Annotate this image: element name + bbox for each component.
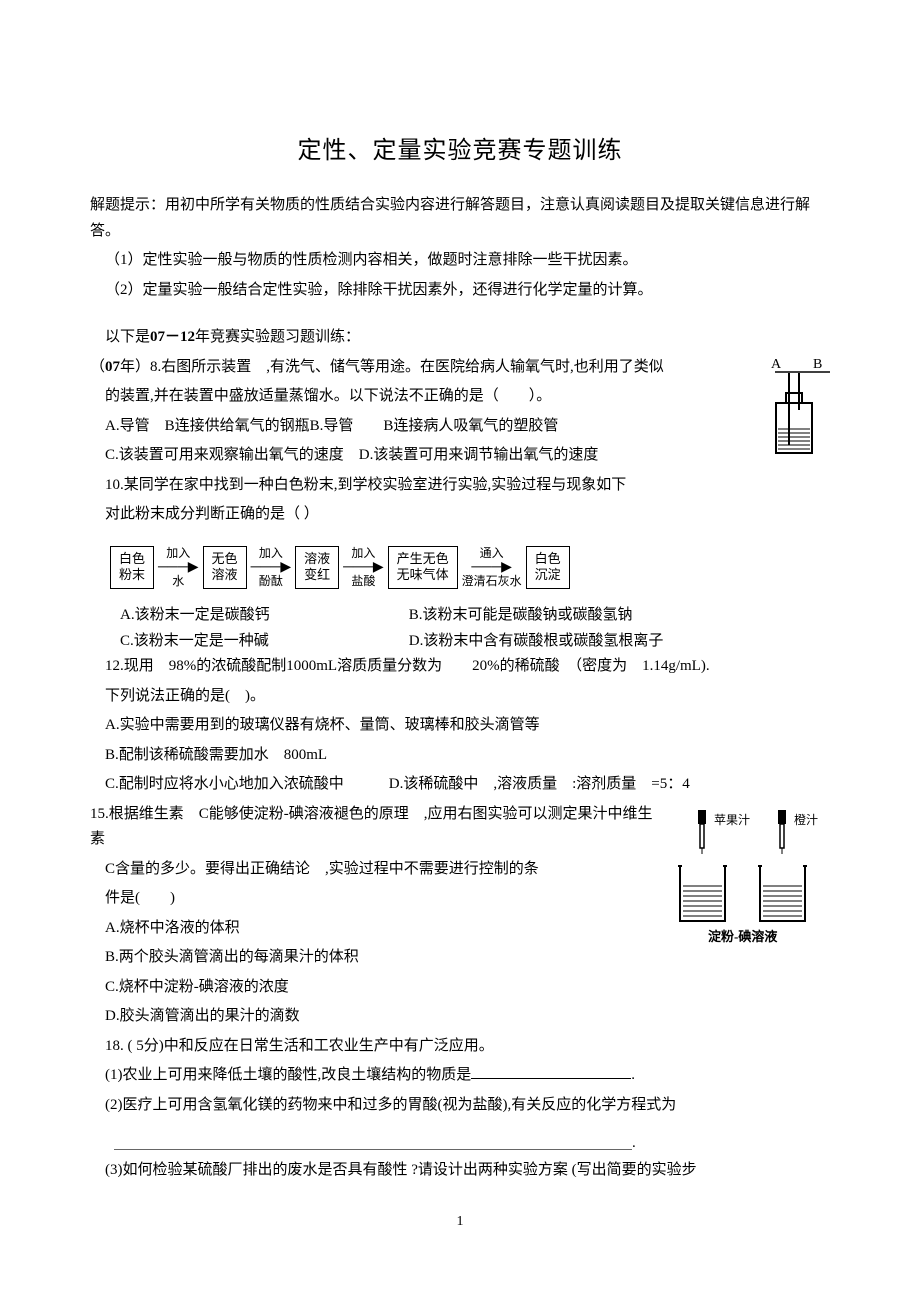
tube-label-a: A xyxy=(771,357,782,372)
q10-line1: 10.某同学在家中找到一种白色粉末,到学校实验室进行实验,实验过程与现象如下 xyxy=(90,473,830,499)
dropper-label-right: 橙汁 xyxy=(794,812,818,827)
q10-option-a: A.该粉末一定是碳酸钙 xyxy=(105,603,405,629)
q18-sub1: (1)农业上可用来降低土壤的酸性,改良土壤结构的物质是. xyxy=(90,1063,830,1089)
q10-option-c: C.该粉末一定是一种碱 xyxy=(105,629,405,655)
section-header-tail: 年竞赛实验题习题训练： xyxy=(195,329,360,345)
q10-flow-diagram: 白色 粉末 加入 ───▶ 水 无色 溶液 加入 ───▶ 酚酞 溶液 变红 加… xyxy=(110,546,830,590)
flow-box-1: 白色 粉末 xyxy=(110,546,154,590)
flow-box-2: 无色 溶液 xyxy=(203,546,247,590)
fill-blank-2 xyxy=(114,1128,632,1150)
intro-point-2: （2）定量实验一般结合定性实验，除排除干扰因素外，还得进行化学定量的计算。 xyxy=(90,278,830,304)
q12-option-a: A.实验中需要用到的玻璃仪器有烧杯、量筒、玻璃棒和胶头滴管等 xyxy=(90,713,830,739)
q10-options-row2: C.该粉末一定是一种碱 D.该粉末中含有碳酸根或碳酸氢根离子 xyxy=(90,629,830,655)
q8-figure: A B xyxy=(758,355,830,470)
q8-option-ab: A.导管 B连接供给氧气的钢瓶B.导管 B连接病人吸氧气的塑胶管 xyxy=(90,414,830,440)
beaker-dropper-icon: 苹果汁 橙汁 淀粉-碘溶液 xyxy=(670,806,830,956)
section-header: 以下是07－12年竞赛实验题习题训练： xyxy=(90,325,830,351)
dropper-label-left: 苹果汁 xyxy=(714,813,750,827)
flow-arrow-3: 加入 ───▶ 盐酸 xyxy=(343,547,384,589)
page-number: 1 xyxy=(90,1214,830,1230)
flow-box-5: 白色 沉淀 xyxy=(526,546,570,590)
q8-line2: 的装置,并在装置中盛放适量蒸馏水。以下说法不正确的是（ ）。 xyxy=(90,384,830,410)
q15-option-c: C.烧杯中淀粉-碘溶液的浓度 xyxy=(90,975,830,1001)
q18-line1: 18. ( 5分)中和反应在日常生活和工农业生产中有广泛应用。 xyxy=(90,1034,830,1060)
flow-box-4: 产生无色 无味气体 xyxy=(388,546,458,590)
q10-option-b: B.该粉末可能是碳酸钠或碳酸氢钠 xyxy=(409,607,633,623)
blank-2-tail: . xyxy=(632,1135,636,1158)
q8-year: 07 xyxy=(105,359,120,375)
q18-sub3: (3)如何检验某硫酸厂排出的废水是否具有酸性 ?请设计出两种实验方案 (写出简要… xyxy=(90,1158,830,1184)
flow-arrow-2: 加入 ───▶ 酚酞 xyxy=(251,547,292,589)
q15-option-d: D.胶头滴管滴出的果汁的滴数 xyxy=(90,1004,830,1030)
flow-box-3: 溶液 变红 xyxy=(295,546,339,590)
q12-option-b: B.配制该稀硫酸需要加水 800mL xyxy=(90,743,830,769)
q10-options-row1: A.该粉末一定是碳酸钙 B.该粉末可能是碳酸钠或碳酸氢钠 xyxy=(90,603,830,629)
q8-line1: （07年）8.右图所示装置 ,有洗气、储气等用途。在医院给病人输氧气时,也利用了… xyxy=(90,355,830,381)
q8-tail: 年）8.右图所示装置 ,有洗气、储气等用途。在医院给病人输氧气时,也利用了类似 xyxy=(120,359,664,375)
flow-arrow-1: 加入 ───▶ 水 xyxy=(158,547,199,589)
page-title: 定性、定量实验竞赛专题训练 xyxy=(90,130,830,165)
section-header-year-range: 07－12 xyxy=(150,329,195,345)
tube-label-b: B xyxy=(813,357,822,372)
q8-prefix: （ xyxy=(90,359,105,375)
flow-arrow-4: 通入 ───▶ 澄清石灰水 xyxy=(462,547,522,589)
beaker-caption: 淀粉-碘溶液 xyxy=(708,929,777,944)
q10-option-d: D.该粉末中含有碳酸根或碳酸氢根离子 xyxy=(409,633,664,649)
section-header-prefix: 以下是 xyxy=(105,329,150,345)
q12-line1: 12.现用 98%的浓硫酸配制1000mL溶质质量分数为 20%的稀硫酸 （密度… xyxy=(90,654,830,680)
q12-line2: 下列说法正确的是( )。 xyxy=(90,684,830,710)
intro-paragraph: 解题提示：用初中所学有关物质的性质结合实验内容进行解答题目，注意认真阅读题目及提… xyxy=(90,193,830,244)
fill-blank-1 xyxy=(471,1063,631,1079)
q10-line2: 对此粉末成分判断正确的是（ ） xyxy=(90,502,830,528)
gas-bottle-icon: A B xyxy=(758,355,830,465)
q18-sub2: (2)医疗上可用含氢氧化镁的药物来中和过多的胃酸(视为盐酸),有关反应的化学方程… xyxy=(90,1093,830,1119)
intro-point-1: （1）定性实验一般与物质的性质检测内容相关，做题时注意排除一些干扰因素。 xyxy=(90,248,830,274)
q12-option-cd: C.配制时应将水小心地加入浓硫酸中 D.该稀硫酸中 ,溶液质量 :溶剂质量 =5… xyxy=(90,772,830,798)
q15-figure: 苹果汁 橙汁 淀粉-碘溶液 xyxy=(670,806,830,961)
q8-option-cd: C.该装置可用来观察输出氧气的速度 D.该装置可用来调节输出氧气的速度 xyxy=(90,443,830,469)
